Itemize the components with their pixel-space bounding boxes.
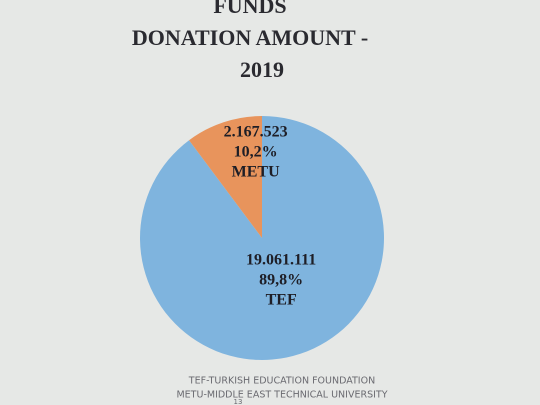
chart-title: 2019 xyxy=(240,57,284,82)
note: METU-MIDDLE EAST TECHNICAL UNIVERSITY xyxy=(176,390,387,401)
value-label: 89,8% xyxy=(259,271,303,288)
chart-title: FUNDS xyxy=(213,0,286,18)
chart-title: DONATION AMOUNT - xyxy=(132,25,368,50)
pie-slice xyxy=(139,116,384,361)
pie: 19.061.111 89,8% TEF 2.167.523 10,2% METU xyxy=(139,116,384,361)
category-label: METU xyxy=(232,163,280,180)
amount-label: 2.167.523 xyxy=(224,123,288,140)
pie-slice xyxy=(189,116,262,238)
category-label: TEF xyxy=(266,291,297,308)
page-number: 13 xyxy=(234,398,243,405)
value-label: 10,2% xyxy=(234,143,278,160)
note: TEF-TURKISH EDUCATION FOUNDATION xyxy=(188,376,375,387)
amount-label: 19.061.111 xyxy=(246,251,316,268)
